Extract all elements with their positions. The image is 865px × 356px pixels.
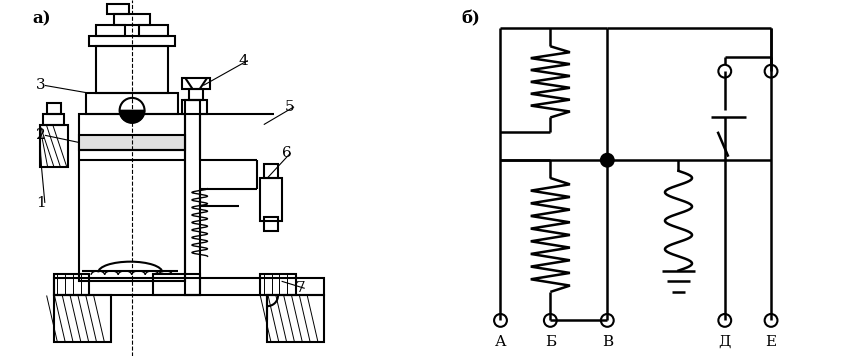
Circle shape: [544, 314, 557, 327]
Bar: [182, 100, 207, 114]
Bar: [40, 125, 68, 167]
Text: 7: 7: [296, 281, 305, 295]
Text: 1: 1: [36, 196, 46, 210]
Bar: [185, 100, 200, 295]
Bar: [97, 25, 125, 36]
Text: 2: 2: [36, 128, 46, 142]
Text: Е: Е: [766, 335, 777, 349]
Bar: [89, 36, 175, 46]
Bar: [260, 274, 296, 295]
Bar: [97, 46, 168, 93]
Bar: [54, 274, 89, 295]
Circle shape: [765, 65, 778, 78]
Wedge shape: [119, 110, 144, 123]
Text: 5: 5: [285, 100, 295, 114]
Text: В: В: [602, 335, 613, 349]
Bar: [47, 103, 61, 114]
Bar: [54, 278, 324, 295]
Circle shape: [601, 154, 613, 167]
Bar: [139, 25, 168, 36]
Bar: [54, 295, 111, 342]
Bar: [189, 89, 203, 100]
Circle shape: [494, 314, 507, 327]
Bar: [79, 114, 185, 281]
Text: б): б): [461, 11, 480, 28]
Bar: [79, 135, 185, 150]
Bar: [260, 178, 282, 221]
Text: 4: 4: [239, 53, 248, 68]
Text: а): а): [32, 11, 51, 28]
Text: 6: 6: [282, 146, 292, 160]
Circle shape: [765, 314, 778, 327]
Circle shape: [718, 314, 731, 327]
Circle shape: [718, 65, 731, 78]
Text: Б: Б: [545, 335, 556, 349]
Text: Д: Д: [719, 335, 731, 349]
Bar: [107, 4, 129, 14]
Bar: [264, 164, 278, 178]
Bar: [43, 114, 64, 125]
Bar: [153, 274, 200, 295]
Bar: [86, 93, 178, 114]
Text: 3: 3: [36, 78, 46, 93]
Circle shape: [601, 314, 613, 327]
Bar: [182, 78, 210, 89]
Text: А: А: [495, 335, 506, 349]
Bar: [264, 217, 278, 231]
Bar: [114, 14, 150, 25]
Bar: [267, 295, 324, 342]
